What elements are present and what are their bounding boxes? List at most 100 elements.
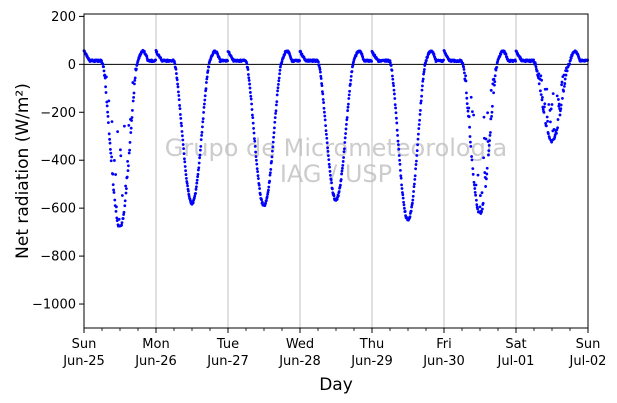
data-point: [415, 159, 418, 163]
data-points: [82, 48, 589, 228]
data-point: [270, 155, 274, 159]
data-point: [114, 210, 118, 213]
data-point: [472, 180, 476, 184]
data-point: [485, 172, 489, 176]
data-point: [551, 92, 555, 96]
data-point: [130, 119, 134, 122]
data-point: [107, 99, 111, 103]
data-point: [207, 65, 211, 69]
data-point: [342, 150, 346, 154]
data-point: [417, 123, 421, 126]
data-point: [403, 206, 406, 210]
data-point: [563, 77, 567, 81]
data-point: [473, 187, 477, 190]
x-tick-label-date: Jul-01: [497, 354, 535, 369]
data-point: [389, 61, 392, 65]
data-point: [549, 120, 552, 124]
data-point: [205, 75, 209, 79]
data-point: [555, 131, 558, 135]
data-point: [205, 77, 209, 81]
data-point: [202, 105, 206, 109]
data-point: [327, 154, 330, 158]
data-point: [254, 155, 258, 158]
data-point: [465, 96, 469, 100]
data-point: [108, 141, 112, 145]
data-point: [344, 132, 347, 135]
data-point: [187, 189, 190, 193]
data-point: [488, 139, 491, 143]
data-point: [322, 101, 325, 104]
data-point: [320, 82, 323, 85]
data-point: [275, 100, 279, 104]
data-point: [274, 109, 278, 113]
data-point: [393, 92, 396, 96]
data-point: [318, 68, 322, 71]
data-point: [487, 149, 491, 153]
y-axis: 200 0 −200 −400 −600 −800 −1000: [32, 10, 84, 313]
data-point: [283, 52, 287, 56]
data-point: [198, 156, 202, 160]
x-tick-label-date: Jun-27: [206, 354, 249, 369]
data-point: [204, 87, 208, 91]
data-point: [543, 102, 547, 106]
data-point: [487, 153, 490, 157]
data-point: [272, 135, 275, 139]
data-point: [133, 76, 137, 80]
data-point: [260, 198, 263, 202]
data-point: [339, 178, 343, 181]
data-point: [174, 67, 178, 71]
y-tick-label: −1000: [32, 298, 76, 313]
data-point: [416, 137, 420, 141]
data-point: [278, 68, 282, 72]
data-point: [200, 130, 204, 134]
data-point: [569, 58, 572, 62]
x-axis: Sun Jun-25 Mon Jun-26 Tue Jun-27 Wed Jun-28 Thu J…: [62, 328, 606, 369]
data-point: [194, 191, 198, 195]
x-tick-label-date: Jul-02: [569, 354, 607, 369]
data-point: [127, 123, 131, 127]
data-point: [248, 86, 252, 90]
data-point: [470, 158, 474, 162]
data-point: [186, 184, 190, 188]
data-point: [115, 219, 119, 222]
data-point: [482, 156, 485, 160]
data-point: [466, 109, 470, 113]
data-point: [415, 154, 419, 157]
data-point: [120, 223, 123, 227]
data-point: [255, 167, 259, 171]
data-point: [251, 116, 255, 120]
data-point: [198, 153, 202, 157]
data-point: [470, 155, 473, 158]
data-point: [206, 69, 210, 73]
data-point: [124, 191, 128, 195]
data-point: [418, 118, 421, 122]
data-point: [106, 115, 110, 118]
data-point: [199, 148, 202, 152]
data-point: [546, 119, 549, 123]
data-point: [269, 171, 272, 175]
data-point: [413, 174, 417, 178]
data-point: [126, 159, 129, 163]
data-point: [469, 140, 472, 144]
data-point: [464, 79, 468, 83]
data-point: [257, 177, 260, 180]
data-point: [201, 125, 204, 129]
data-point: [486, 111, 489, 115]
data-point: [251, 113, 254, 117]
data-point: [493, 80, 497, 84]
data-point: [545, 87, 549, 91]
data-point: [347, 97, 351, 100]
data-point: [400, 183, 403, 187]
data-point: [489, 88, 493, 92]
data-point: [323, 118, 327, 122]
data-point: [321, 90, 324, 94]
data-point: [555, 128, 559, 132]
data-point: [319, 70, 322, 74]
data-point: [391, 81, 395, 85]
data-point: [200, 134, 204, 137]
data-point: [322, 106, 326, 110]
x-tick-label-weekday: Fri: [436, 337, 452, 352]
data-point: [395, 121, 399, 125]
data-point: [392, 84, 395, 88]
